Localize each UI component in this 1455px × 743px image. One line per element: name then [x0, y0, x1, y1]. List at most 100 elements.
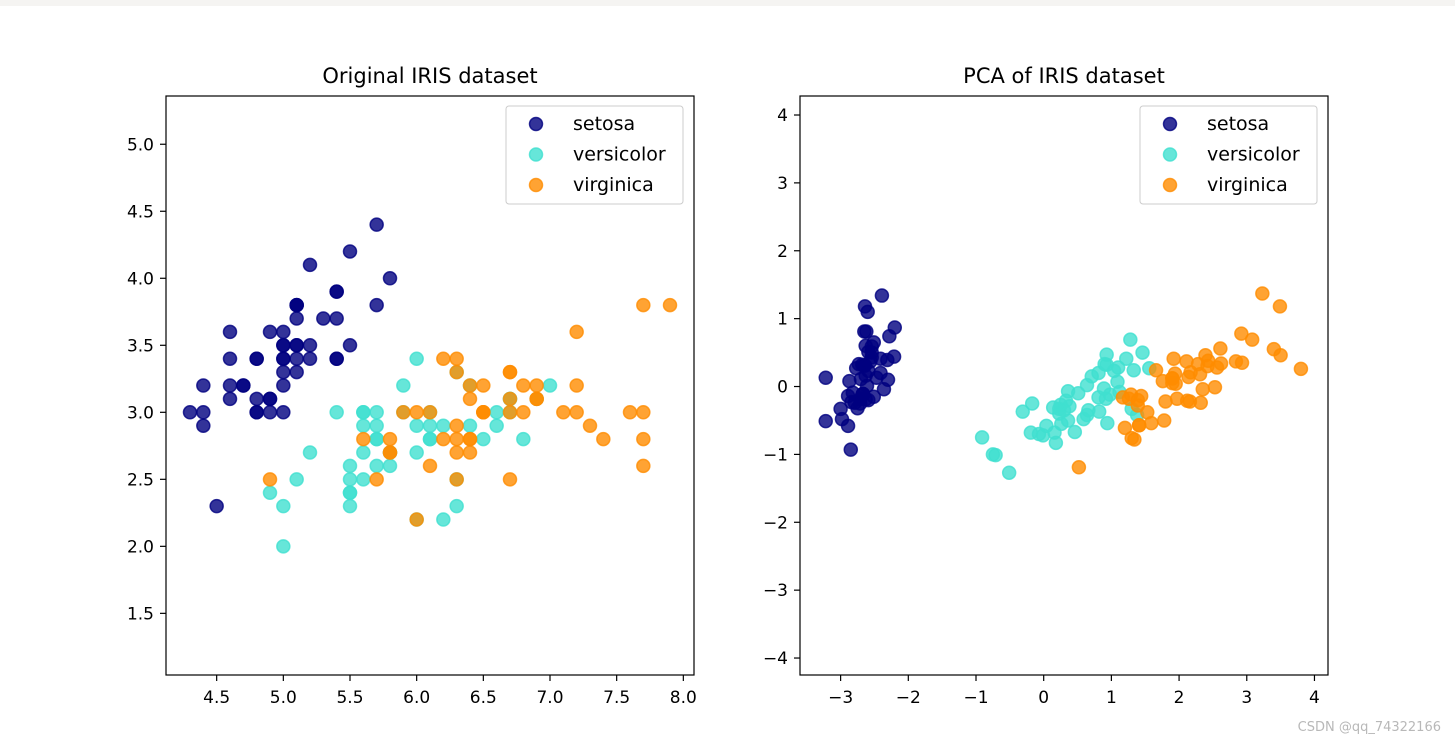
- data-point: [369, 431, 384, 447]
- data-point: [342, 458, 358, 474]
- data-point: [276, 378, 291, 393]
- data-point: [476, 431, 491, 447]
- x-tick-label: 4.5: [203, 688, 230, 708]
- data-point: [222, 391, 238, 407]
- series-setosa: [818, 288, 903, 457]
- data-point: [1272, 299, 1288, 314]
- data-point: [1079, 377, 1095, 393]
- data-point: [249, 405, 264, 420]
- data-point: [1123, 332, 1138, 347]
- data-point: [422, 431, 438, 447]
- data-point: [276, 405, 291, 420]
- legend-marker-virginica: [528, 177, 544, 193]
- data-point: [1091, 365, 1106, 381]
- data-point: [476, 378, 491, 393]
- data-point: [382, 431, 398, 447]
- x-tick-label: 6.0: [403, 688, 430, 708]
- data-point: [436, 418, 451, 433]
- data-point: [196, 405, 211, 420]
- data-point: [342, 498, 358, 514]
- data-point: [262, 472, 278, 487]
- data-point: [1234, 326, 1249, 341]
- x-tick-label: 8.0: [670, 688, 697, 708]
- data-point: [529, 391, 544, 407]
- data-point: [1293, 361, 1309, 377]
- data-point: [462, 418, 478, 433]
- data-point: [462, 378, 478, 393]
- data-point: [1156, 413, 1172, 428]
- data-point: [302, 351, 318, 366]
- legend-marker-setosa: [1162, 116, 1178, 132]
- data-point: [1117, 420, 1133, 436]
- data-point: [369, 405, 384, 420]
- x-tick-label: −1: [963, 688, 988, 708]
- legend-marker-versicolor: [528, 147, 544, 162]
- y-tick-label: −4: [763, 649, 788, 669]
- data-point: [409, 418, 424, 433]
- data-point: [1244, 332, 1260, 347]
- data-point: [236, 378, 251, 393]
- data-point: [436, 512, 451, 527]
- data-point: [436, 351, 451, 366]
- data-point: [662, 297, 678, 313]
- data-point: [1195, 381, 1211, 397]
- data-point: [249, 391, 264, 407]
- data-point: [262, 324, 278, 340]
- data-point: [196, 378, 211, 393]
- data-point: [276, 364, 291, 380]
- data-point: [1166, 351, 1181, 366]
- data-point: [196, 418, 211, 433]
- data-point: [502, 364, 518, 380]
- data-point: [356, 431, 371, 447]
- data-point: [529, 378, 544, 393]
- data-point: [489, 418, 504, 433]
- data-point: [886, 349, 902, 364]
- data-point: [369, 418, 384, 433]
- data-point: [276, 324, 291, 340]
- data-point: [449, 418, 464, 433]
- legend: setosa versicolor virginica: [1139, 105, 1318, 205]
- data-point: [1126, 362, 1141, 378]
- x-tick-label: 5.0: [270, 688, 297, 708]
- data-point: [409, 405, 424, 420]
- data-point: [409, 512, 424, 527]
- data-point: [857, 324, 872, 339]
- data-point: [476, 405, 491, 420]
- data-point: [1067, 424, 1083, 440]
- data-point: [329, 284, 344, 299]
- legend-label-versicolor: versicolor: [573, 144, 666, 166]
- data-point: [569, 324, 584, 340]
- data-point: [860, 304, 875, 320]
- x-tick-label: −3: [828, 688, 853, 708]
- data-point: [833, 401, 848, 417]
- axes-frame: [165, 95, 695, 676]
- data-point: [569, 405, 584, 420]
- data-point: [222, 378, 238, 393]
- data-point: [329, 311, 344, 326]
- data-point: [356, 405, 371, 420]
- data-point: [289, 311, 304, 326]
- data-point: [289, 338, 304, 353]
- data-point: [342, 338, 358, 353]
- legend-marker-setosa: [528, 116, 544, 132]
- data-point: [356, 472, 371, 487]
- chart-2: PCA of IRIS dataset −3 −2 −1 0 1 2 3 4 −4 −3 −2 −1 0 1…: [763, 64, 1329, 708]
- y-tick-label: 3.0: [127, 403, 154, 423]
- data-point: [1124, 430, 1139, 446]
- data-point: [449, 364, 464, 380]
- data-point: [489, 405, 504, 420]
- data-point: [449, 351, 464, 366]
- data-point: [289, 297, 304, 313]
- data-point: [449, 445, 464, 460]
- y-tick-label: 1.5: [127, 604, 154, 624]
- x-tick-label: 3: [1241, 688, 1252, 708]
- data-point: [622, 405, 638, 420]
- y-tick-label: 4.5: [127, 202, 154, 222]
- data-point: [382, 458, 398, 474]
- data-point: [516, 405, 531, 420]
- x-tick-label: −2: [896, 688, 921, 708]
- data-point: [636, 405, 651, 420]
- data-point: [542, 378, 558, 393]
- data-point: [276, 539, 291, 554]
